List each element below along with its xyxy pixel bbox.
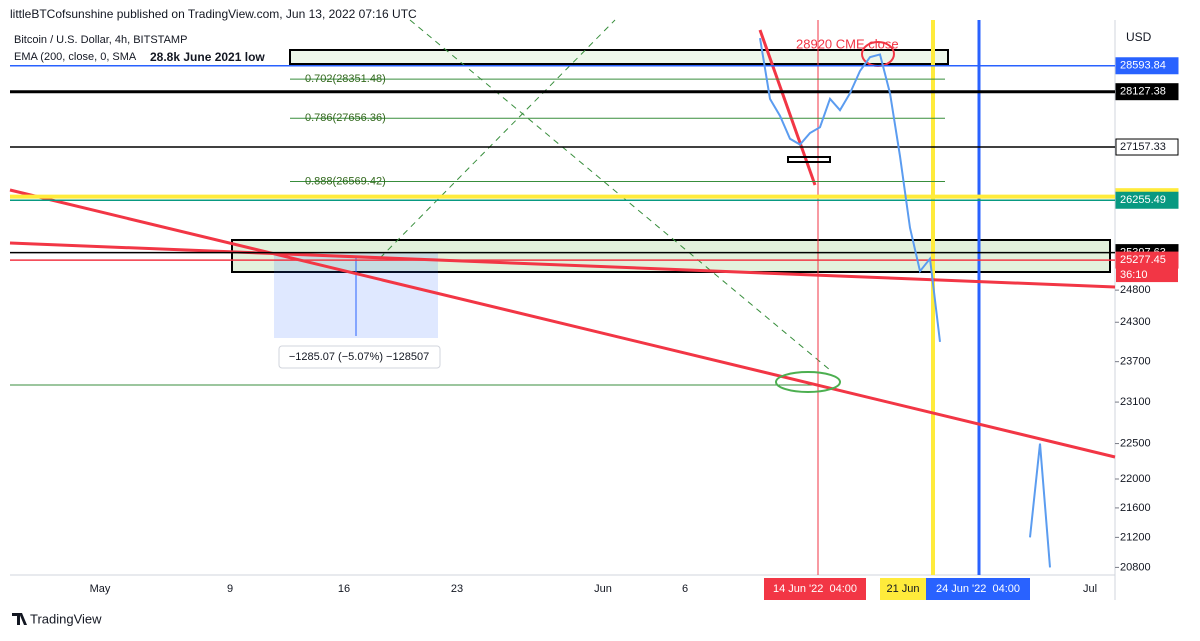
trend-line [9, 241, 1116, 289]
trend-line [758, 29, 817, 186]
fib-label: 0.888(26569.42) [305, 175, 386, 187]
price-tag-label: 27157.33 [1120, 141, 1166, 153]
x-tick-label: 9 [227, 583, 233, 595]
fib-label: 0.786(27656.36) [305, 112, 386, 124]
header: littleBTCofsunshine published on Trading… [10, 7, 417, 21]
fib-label: 0.702(28351.48) [305, 73, 386, 85]
x-tick-label: 6 [682, 583, 688, 595]
y-tick-label: 22000 [1120, 473, 1151, 485]
price-tag-label: 25277.45 [1120, 254, 1166, 266]
zone-box [231, 239, 1111, 273]
countdown-tag [1116, 268, 1178, 283]
y-tick-label: 22500 [1120, 437, 1151, 449]
price-tag [1115, 191, 1179, 209]
x-tick-label: May [90, 583, 111, 595]
date-tag-label: 21 Jun [886, 583, 919, 595]
date-tag-label: 14 Jun '22 04:00 [773, 583, 857, 595]
box [787, 156, 831, 163]
price-tag-label: 26255.49 [1120, 194, 1166, 206]
annotation: 28920 CME close [796, 36, 899, 51]
currency: USD [1126, 30, 1152, 44]
y-tick-label: 23100 [1120, 396, 1151, 408]
legend-ema: EMA (200, close, 0, SMA [14, 51, 137, 63]
dashed-line [409, 19, 831, 371]
price-tag-label: 28593.84 [1120, 60, 1166, 72]
date-tag [764, 578, 866, 600]
date-tag [926, 578, 1030, 600]
x-tick-label: 16 [338, 583, 350, 595]
x-tick-label: Jul [1083, 583, 1097, 595]
x-tick-label: Jun [594, 583, 612, 595]
circle-mark [775, 371, 841, 393]
dashed-line [379, 19, 616, 259]
y-tick-label: 21600 [1120, 502, 1151, 514]
price-series [759, 37, 1051, 568]
y-tick-label: 24300 [1120, 316, 1151, 328]
zone-box [289, 49, 949, 65]
date-tag [880, 578, 926, 600]
price-tag-label: 28127.38 [1120, 86, 1166, 98]
y-tick-label: 21200 [1120, 531, 1151, 543]
countdown: 36:10 [1120, 269, 1148, 281]
x-tick-label: 23 [451, 583, 463, 595]
price-tag [1115, 57, 1179, 75]
measure-label-box [278, 345, 441, 369]
annotation: 28.8k June 2021 low [150, 50, 265, 64]
price-tag [1115, 83, 1179, 101]
legend-symbol: Bitcoin / U.S. Dollar, 4h, BITSTAMP [14, 34, 187, 46]
trend-line [9, 188, 1116, 459]
y-tick-label: 23700 [1120, 356, 1151, 368]
y-tick-label: 24800 [1120, 284, 1151, 296]
price-tag [1115, 138, 1179, 156]
footer: TradingView [30, 611, 102, 626]
date-tag-label: 24 Jun '22 04:00 [936, 583, 1020, 595]
measure-label: −1285.07 (−5.07%) −128507 [289, 351, 429, 363]
logo [12, 613, 27, 625]
y-tick-label: 20800 [1120, 561, 1151, 573]
